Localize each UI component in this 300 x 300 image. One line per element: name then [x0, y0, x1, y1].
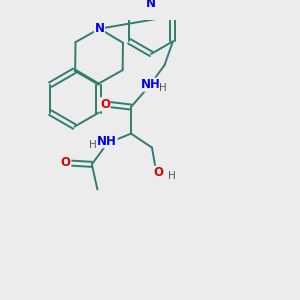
Text: H: H — [159, 83, 167, 93]
Text: NH: NH — [141, 78, 160, 91]
Text: O: O — [153, 166, 164, 179]
Text: NH: NH — [97, 135, 117, 148]
Text: H: H — [89, 140, 97, 150]
Text: H: H — [168, 171, 176, 182]
Text: O: O — [61, 156, 71, 170]
Text: N: N — [146, 0, 156, 10]
Text: O: O — [100, 98, 110, 111]
Text: N: N — [94, 22, 104, 35]
